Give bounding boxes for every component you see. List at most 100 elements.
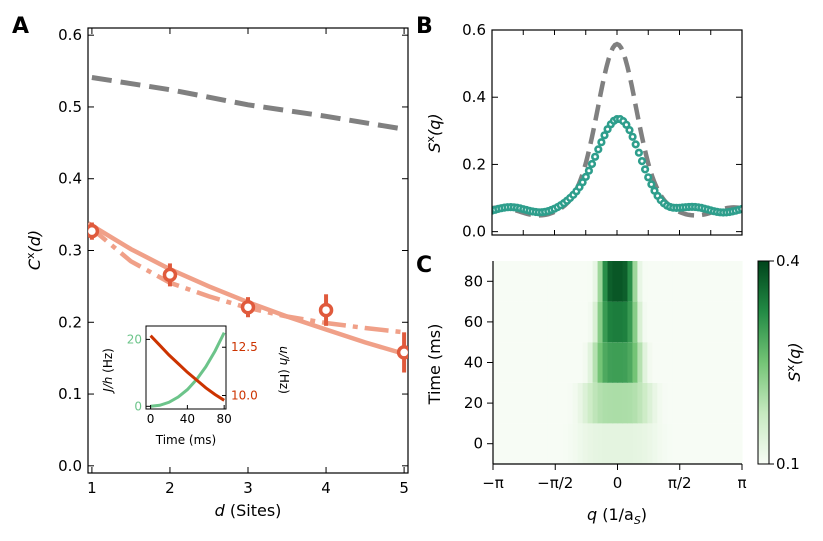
heatmap-cell — [512, 382, 519, 424]
panel-a-ytick-label: 0.2 — [58, 313, 82, 331]
heatmap-cell — [647, 423, 653, 464]
inset-xtick-label: 40 — [180, 412, 195, 426]
heatmap-cell — [667, 342, 673, 383]
panel-a: 1 2 3 4 50.00.10.20.30.40.50.6 d (Sites) Cx(… — [24, 26, 409, 520]
panel-b-ticks: 0.0 0.2 0.4 0.6 — [462, 21, 743, 241]
heatmap-cell — [667, 382, 673, 424]
heatmap-cell — [712, 301, 718, 343]
heatmap-cell — [657, 342, 663, 383]
heatmap-cell — [642, 423, 648, 464]
heatmap-cell — [732, 382, 738, 424]
heatmap-cell — [737, 423, 743, 464]
panel-c-xtick-label: π/2 — [668, 474, 692, 492]
heatmap-cell — [607, 301, 614, 343]
heatmap-cell — [662, 423, 668, 464]
panel-b-ytick-label: 0.6 — [462, 21, 486, 39]
panel-b-ylabel: Sx(q) — [424, 113, 444, 152]
panel-b-data-point — [637, 157, 647, 166]
heatmap-cell — [722, 382, 728, 424]
heatmap-cell — [552, 342, 559, 383]
inset-ytick-left-label: 20 — [127, 332, 142, 346]
heatmap-cell — [612, 261, 619, 302]
heatmap-cell — [697, 423, 703, 464]
inset-xlabel: Time (ms) — [155, 433, 217, 447]
colorbar-label-arg: (q) — [785, 342, 804, 365]
heatmap-cell — [502, 382, 509, 424]
panel-a-ytick-label: 0.1 — [58, 385, 82, 403]
panel-b-data-point — [647, 180, 656, 189]
inset-xtick-label: 80 — [217, 412, 232, 426]
inset-ylabel-right: u/h (Hz) — [277, 346, 291, 394]
heatmap-cell — [602, 261, 609, 302]
heatmap-cell — [682, 261, 688, 302]
heatmap-cell — [612, 423, 619, 464]
inset-ytick-left-label: 0 — [134, 399, 142, 413]
heatmap-cell — [582, 261, 589, 302]
heatmap-cell — [562, 382, 569, 424]
heatmap-cell — [657, 382, 663, 424]
heatmap-cell — [562, 261, 569, 302]
heatmap-cell — [737, 261, 743, 302]
heatmap-cell — [637, 382, 643, 424]
heatmap-cell — [602, 342, 609, 383]
inset-ylabel-right-var: u/h — [277, 346, 291, 365]
inset-ytick-right-label: 10.0 — [231, 388, 258, 402]
heatmap-cell — [692, 301, 698, 343]
heatmap-cell — [532, 342, 539, 383]
heatmap-cell — [497, 261, 504, 302]
panel-b-data-point — [628, 132, 637, 141]
heatmap-cell — [732, 423, 738, 464]
heatmap-cell — [497, 423, 504, 464]
heatmap-cell — [702, 342, 708, 383]
heatmap-cell — [722, 342, 728, 383]
heatmap-cell — [637, 261, 643, 302]
heatmap-cell — [677, 301, 683, 343]
heatmap-cell — [667, 423, 673, 464]
heatmap-cell — [607, 261, 614, 302]
heatmap-cell — [607, 423, 614, 464]
heatmap-cell — [547, 261, 554, 302]
heatmap-cell — [652, 342, 658, 383]
heatmap-cell — [707, 423, 713, 464]
heatmap-cell — [542, 382, 549, 424]
heatmap-cell — [632, 342, 639, 383]
heatmap-cell — [562, 342, 569, 383]
heatmap-cell — [647, 382, 653, 424]
heatmap-cell — [662, 382, 668, 424]
panel-a-ytick-label: 0.5 — [58, 98, 82, 116]
heatmap-cell — [707, 301, 713, 343]
panel-b-data-point — [581, 172, 590, 181]
heatmap-cell — [737, 382, 743, 424]
heatmap-cell — [502, 261, 509, 302]
panel-b-ylabel-arg: (q) — [425, 113, 444, 136]
heatmap-cell — [647, 261, 653, 302]
panel-b-data-point — [584, 166, 594, 175]
heatmap-cell — [577, 261, 584, 302]
heatmap-cell — [537, 423, 544, 464]
heatmap-cell — [577, 423, 584, 464]
heatmap-cell — [602, 423, 609, 464]
panel-a-ytick-label: 0.4 — [58, 170, 82, 188]
heatmap-cell — [632, 382, 639, 424]
heatmap-cell — [642, 382, 648, 424]
heatmap-cell — [697, 261, 703, 302]
inset-line-u — [149, 334, 225, 402]
inset-line-j — [150, 332, 226, 408]
heatmap-cell — [542, 423, 549, 464]
heatmap-cell — [692, 423, 698, 464]
heatmap-cell — [552, 301, 559, 343]
colorbar-ticks: 0.1 0.4 — [769, 252, 800, 473]
panel-b-ylabel-base: S — [425, 143, 444, 153]
panel-a-xlabel: d (Sites) — [215, 501, 282, 520]
panel-c-xtick-label: −π/2 — [537, 474, 573, 492]
heatmap-cell — [732, 301, 738, 343]
panel-b-ytick-label: 0.4 — [462, 88, 486, 106]
heatmap-cell — [717, 261, 723, 302]
heatmap-cell — [517, 261, 524, 302]
heatmap-cell — [527, 382, 534, 424]
heatmap-cell — [732, 342, 738, 383]
heatmap-cell — [552, 261, 559, 302]
panel-c-ticks: −π −π/2 0 π/2 π 0 20 40 60 80 — [464, 261, 747, 492]
